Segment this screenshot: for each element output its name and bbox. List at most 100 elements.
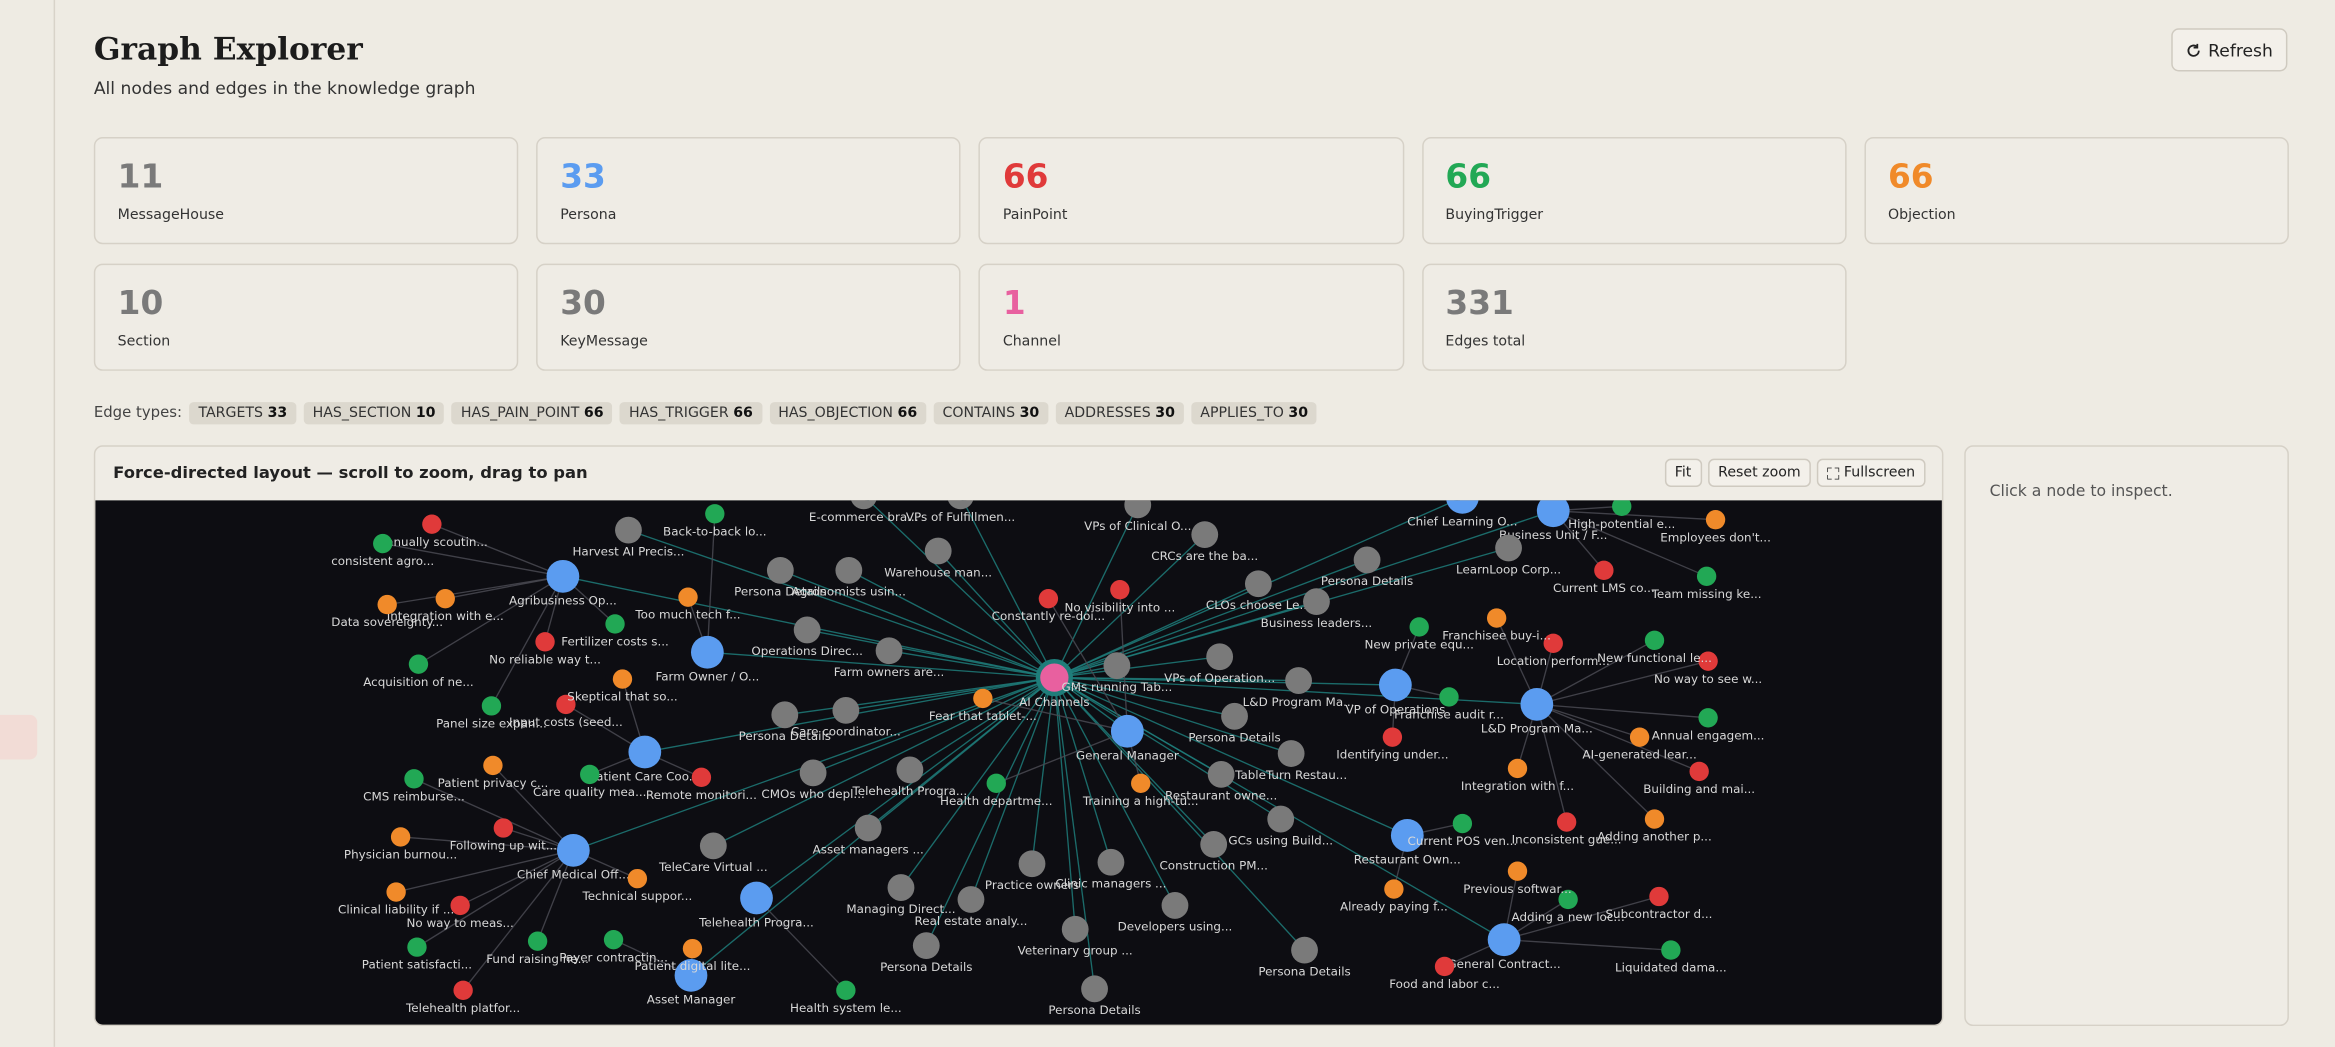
- node[interactable]: [1594, 560, 1614, 581]
- node[interactable]: [1291, 936, 1318, 964]
- node[interactable]: [390, 827, 411, 847]
- node[interactable]: [1384, 879, 1404, 899]
- node[interactable]: [1303, 588, 1330, 616]
- node[interactable]: [435, 588, 455, 609]
- node[interactable]: [1452, 813, 1473, 834]
- node[interactable]: [1191, 521, 1219, 549]
- node[interactable]: [1486, 608, 1507, 628]
- node[interactable]: [1556, 812, 1577, 832]
- node[interactable]: [1103, 652, 1131, 680]
- edge-chip[interactable]: HAS_OBJECTION 66: [769, 402, 927, 425]
- node[interactable]: [1439, 687, 1459, 707]
- node[interactable]: [1409, 617, 1429, 637]
- node[interactable]: [836, 980, 856, 1000]
- node[interactable]: [408, 654, 429, 674]
- node[interactable]: [628, 735, 662, 769]
- node[interactable]: [373, 533, 393, 554]
- node[interactable]: [1200, 830, 1228, 858]
- node[interactable]: [1698, 651, 1718, 671]
- edge-chip[interactable]: ADDRESSES 30: [1055, 402, 1184, 425]
- node[interactable]: [854, 814, 882, 842]
- edge-chip[interactable]: HAS_SECTION 10: [303, 402, 445, 425]
- node[interactable]: [580, 764, 600, 785]
- node[interactable]: [1543, 633, 1563, 654]
- node[interactable]: [450, 895, 470, 916]
- node[interactable]: [603, 930, 624, 950]
- node[interactable]: [887, 874, 915, 901]
- node[interactable]: [986, 773, 1006, 793]
- node[interactable]: [1131, 773, 1151, 793]
- node[interactable]: [1035, 658, 1073, 697]
- node[interactable]: [1487, 923, 1521, 957]
- node[interactable]: [1221, 702, 1248, 730]
- node[interactable]: [1244, 570, 1272, 598]
- node[interactable]: [453, 980, 473, 1000]
- toolbar-button[interactable]: Reset zoom: [1707, 458, 1812, 487]
- node[interactable]: [705, 504, 725, 524]
- node[interactable]: [1507, 861, 1528, 881]
- edge-chip[interactable]: APPLIES_TO 30: [1191, 402, 1318, 425]
- node[interactable]: [766, 556, 794, 584]
- node[interactable]: [678, 587, 698, 607]
- node[interactable]: [799, 759, 827, 787]
- node[interactable]: [407, 937, 427, 957]
- node[interactable]: [1038, 588, 1059, 609]
- node[interactable]: [1081, 975, 1108, 1003]
- node[interactable]: [1206, 643, 1234, 671]
- node[interactable]: [674, 959, 708, 992]
- node[interactable]: [875, 637, 903, 665]
- node[interactable]: [627, 868, 648, 889]
- toolbar-button[interactable]: Fit: [1664, 458, 1702, 487]
- node[interactable]: [850, 482, 878, 510]
- node[interactable]: [1390, 819, 1424, 852]
- node[interactable]: [493, 818, 514, 838]
- node[interactable]: [1536, 494, 1570, 528]
- nav-item[interactable]: [0, 714, 38, 760]
- node[interactable]: [1696, 566, 1717, 587]
- node[interactable]: [1649, 886, 1669, 907]
- node[interactable]: [1520, 688, 1554, 721]
- node[interactable]: [377, 594, 397, 615]
- node[interactable]: [1661, 940, 1681, 960]
- node[interactable]: [947, 482, 974, 510]
- node[interactable]: [386, 882, 406, 902]
- node[interactable]: [1097, 848, 1125, 876]
- node[interactable]: [896, 756, 924, 784]
- edge-chip[interactable]: CONTAINS 30: [933, 402, 1049, 425]
- toolbar-button[interactable]: Fullscreen: [1817, 458, 1926, 487]
- node[interactable]: [835, 556, 863, 584]
- node[interactable]: [1689, 761, 1709, 782]
- node[interactable]: [1446, 481, 1479, 514]
- node[interactable]: [1382, 727, 1403, 747]
- node[interactable]: [1110, 714, 1144, 748]
- node[interactable]: [691, 767, 712, 788]
- graph-canvas[interactable]: AI Channels Agribusiness Op... Farm Owner …: [95, 481, 1942, 1025]
- node[interactable]: [1124, 491, 1152, 519]
- node[interactable]: [832, 696, 860, 724]
- node[interactable]: [422, 514, 442, 534]
- node[interactable]: [605, 614, 625, 634]
- node[interactable]: [690, 635, 724, 669]
- node[interactable]: [957, 886, 985, 913]
- node[interactable]: [1629, 727, 1650, 747]
- node[interactable]: [682, 938, 703, 959]
- node[interactable]: [1285, 667, 1312, 694]
- node[interactable]: [1353, 546, 1381, 574]
- node[interactable]: [1644, 809, 1665, 829]
- edge-chip[interactable]: HAS_PAIN_POINT 66: [451, 402, 613, 425]
- node[interactable]: [535, 632, 555, 652]
- refresh-button[interactable]: Refresh: [2171, 28, 2288, 72]
- edge-chip[interactable]: HAS_TRIGGER 66: [620, 402, 762, 425]
- node[interactable]: [699, 832, 727, 860]
- node[interactable]: [615, 516, 642, 544]
- node[interactable]: [481, 696, 502, 716]
- node[interactable]: [1644, 630, 1665, 651]
- node[interactable]: [483, 755, 503, 776]
- node[interactable]: [793, 616, 821, 644]
- node[interactable]: [1698, 708, 1718, 728]
- edge-chip[interactable]: TARGETS 33: [189, 402, 297, 425]
- node[interactable]: [1267, 805, 1295, 833]
- node[interactable]: [1495, 534, 1522, 562]
- node[interactable]: [1161, 892, 1189, 919]
- node[interactable]: [1018, 850, 1046, 878]
